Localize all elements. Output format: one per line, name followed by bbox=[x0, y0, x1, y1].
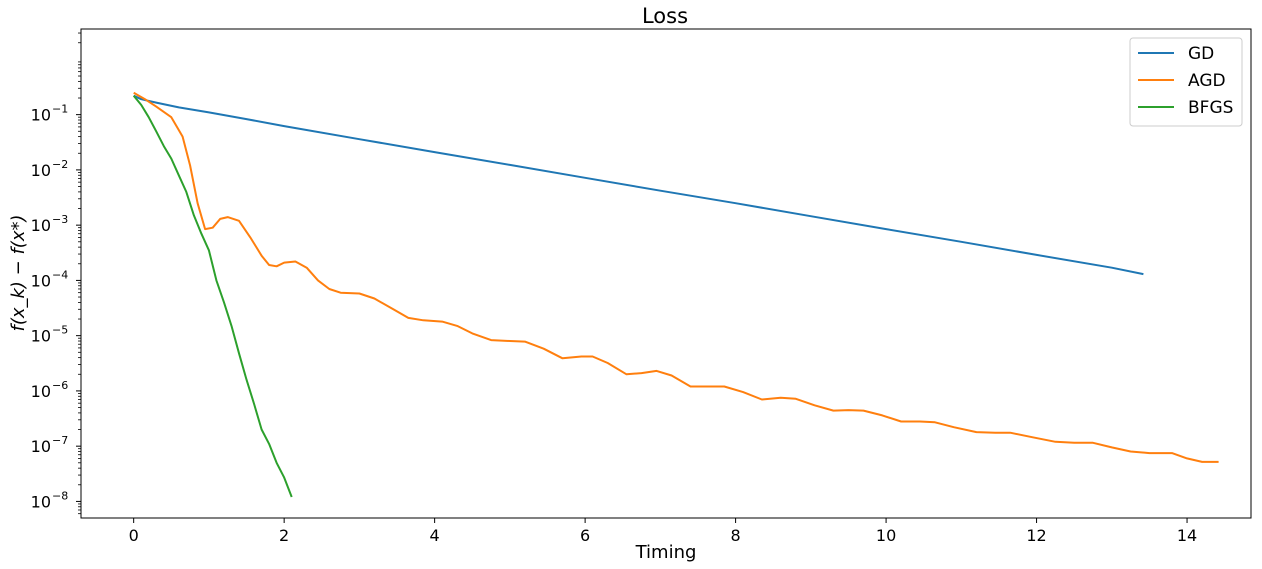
y-tick-exponent: −6 bbox=[52, 379, 68, 392]
x-axis: 0 2 4 6 8 10 12 14 bbox=[129, 518, 1197, 545]
y-tick-label: 10 bbox=[31, 382, 51, 401]
x-tick-label: 0 bbox=[129, 526, 139, 545]
series-line-gd bbox=[133, 94, 1144, 276]
x-tick-label: 6 bbox=[580, 526, 590, 545]
y-tick-exponent: −4 bbox=[52, 268, 68, 281]
y-axis-label: f(x_k) − f(x*) bbox=[8, 214, 29, 331]
y-axis: 10−110−210−310−410−510−610−710−8 bbox=[31, 32, 81, 515]
y-tick-exponent: −3 bbox=[52, 213, 68, 226]
y-tick-label: 10 bbox=[31, 106, 51, 125]
y-tick-label: 10 bbox=[31, 161, 51, 180]
y-tick-exponent: −5 bbox=[52, 324, 68, 337]
y-tick-label: 10 bbox=[31, 492, 51, 511]
y-tick-label: 10 bbox=[31, 327, 51, 346]
plot-frame bbox=[80, 28, 1252, 519]
series-line-agd bbox=[133, 91, 1219, 463]
chart-title: Loss bbox=[642, 4, 688, 28]
y-tick-exponent: −1 bbox=[52, 103, 68, 116]
y-tick-label: 10 bbox=[31, 437, 51, 456]
x-axis-label: Timing bbox=[635, 542, 697, 563]
y-tick-exponent: −2 bbox=[52, 158, 68, 171]
legend: GD AGD BFGS bbox=[1129, 37, 1243, 127]
y-tick-label: 10 bbox=[31, 216, 51, 235]
x-tick-label: 2 bbox=[279, 526, 289, 545]
legend-label-gd: GD bbox=[1188, 44, 1214, 64]
x-tick-label: 8 bbox=[731, 526, 741, 545]
x-tick-label: 14 bbox=[1177, 526, 1197, 545]
x-tick-label: 10 bbox=[876, 526, 896, 545]
plot-lines bbox=[132, 91, 1219, 498]
y-tick-exponent: −7 bbox=[52, 434, 68, 447]
y-tick-exponent: −8 bbox=[52, 489, 68, 502]
legend-label-bfgs: BFGS bbox=[1188, 98, 1233, 118]
y-tick-label: 10 bbox=[31, 271, 51, 290]
x-tick-label: 4 bbox=[430, 526, 440, 545]
x-tick-label: 12 bbox=[1026, 526, 1046, 545]
legend-label-agd: AGD bbox=[1188, 71, 1226, 91]
legend-box bbox=[1129, 37, 1243, 127]
series-line-bfgs bbox=[132, 95, 293, 498]
